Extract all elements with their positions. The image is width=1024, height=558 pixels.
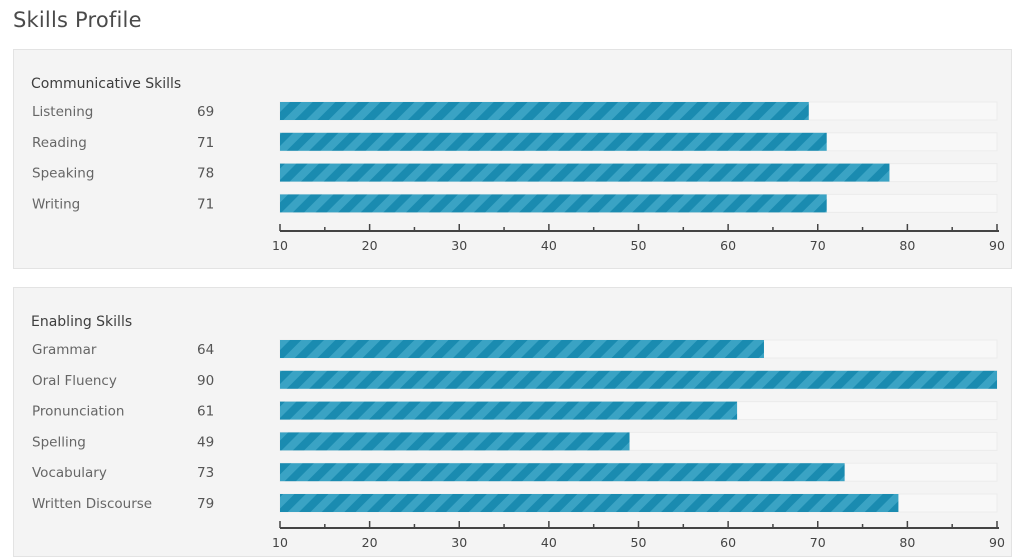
tick-label: 50 — [631, 535, 647, 550]
tick-label: 60 — [720, 238, 736, 253]
communicative-skills-chart: Listening 69 Reading 71 Speaking 78 Writing 71 1… — [32, 101, 1005, 253]
value-label: 90 — [197, 373, 214, 389]
value-label: 73 — [197, 465, 214, 481]
tick-label: 80 — [899, 535, 915, 550]
tick-label: 40 — [541, 238, 557, 253]
tick-label: 90 — [989, 238, 1005, 253]
bar — [280, 370, 997, 389]
category-label: Vocabulary — [32, 465, 107, 481]
communicative-skills-panel: Communicative Skills Listening 69 Reading 7… — [13, 49, 1012, 269]
tick-label: 70 — [810, 535, 826, 550]
bar — [280, 432, 630, 451]
value-label: 61 — [197, 404, 214, 420]
bar — [280, 401, 738, 420]
tick-label: 50 — [631, 238, 647, 253]
tick-label: 60 — [720, 535, 736, 550]
enabling-skills-panel: Enabling Skills Grammar 64 Oral Fluency 90 P… — [13, 287, 1012, 557]
bar — [280, 163, 890, 182]
panel-title: Enabling Skills — [31, 314, 133, 330]
value-label: 79 — [197, 496, 214, 512]
value-label: 69 — [197, 104, 214, 120]
value-label: 71 — [197, 135, 214, 151]
value-label: 78 — [197, 166, 214, 182]
bar — [280, 102, 809, 120]
value-label: 64 — [197, 342, 214, 358]
category-label: Spelling — [32, 434, 86, 450]
value-label: 49 — [197, 434, 214, 450]
tick-label: 20 — [362, 535, 378, 550]
value-label: 71 — [197, 196, 214, 212]
category-label: Listening — [32, 104, 93, 120]
category-label: Written Discourse — [32, 496, 152, 512]
tick-label: 30 — [451, 238, 467, 253]
bar — [280, 194, 827, 213]
page-title: Skills Profile — [13, 8, 142, 32]
category-label: Grammar — [32, 342, 97, 358]
category-label: Writing — [32, 196, 80, 212]
bar — [280, 132, 827, 151]
panel-title: Communicative Skills — [31, 76, 182, 92]
tick-label: 80 — [899, 238, 915, 253]
category-label: Speaking — [32, 166, 94, 182]
category-label: Reading — [32, 135, 87, 151]
bar — [280, 463, 845, 482]
bar — [280, 340, 764, 358]
tick-label: 40 — [541, 535, 557, 550]
tick-label: 20 — [362, 238, 378, 253]
tick-label: 10 — [272, 238, 288, 253]
tick-label: 30 — [451, 535, 467, 550]
category-label: Oral Fluency — [32, 373, 117, 389]
tick-label: 90 — [989, 535, 1005, 550]
bar — [280, 494, 899, 512]
category-label: Pronunciation — [32, 404, 124, 420]
enabling-skills-chart: Grammar 64 Oral Fluency 90 Pronunciation 61 Sp… — [32, 339, 1005, 550]
tick-label: 10 — [272, 535, 288, 550]
tick-label: 70 — [810, 238, 826, 253]
